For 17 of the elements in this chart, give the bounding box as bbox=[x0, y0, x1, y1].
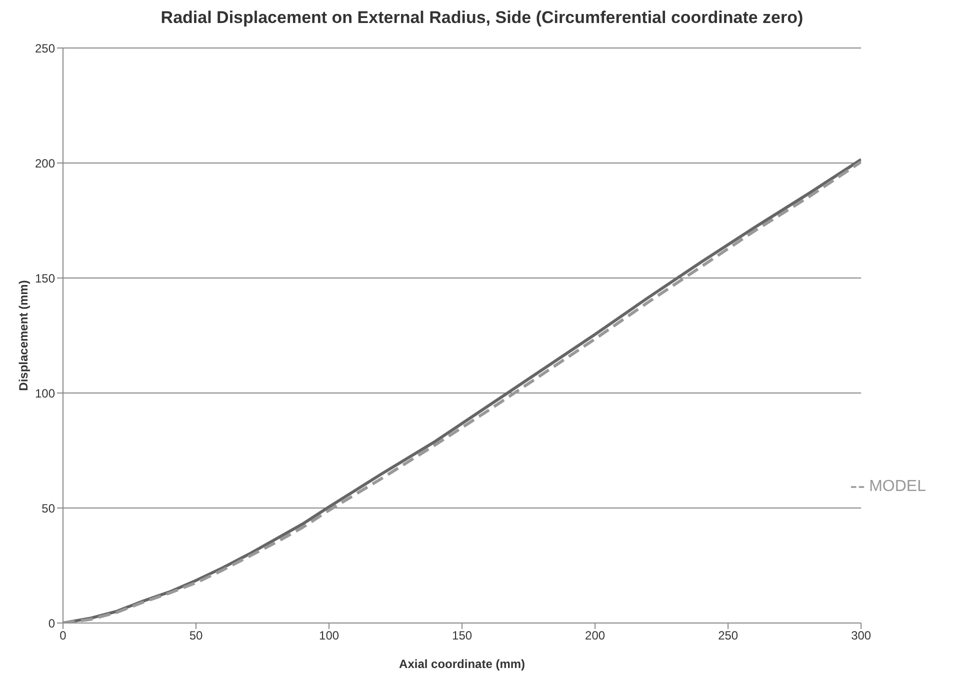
x-tick-label: 250 bbox=[718, 628, 738, 643]
y-tick-label: 200 bbox=[34, 156, 56, 170]
x-tick-label: 150 bbox=[452, 628, 472, 643]
x-tick-label: 200 bbox=[585, 628, 606, 643]
chart-title: Radial Displacement on External Radius, Side (Circumferential coordinate zero) bbox=[160, 8, 804, 28]
x-tick-label: 300 bbox=[851, 628, 872, 643]
y-tick-label: 50 bbox=[42, 501, 56, 516]
y-tick-label: 250 bbox=[34, 41, 56, 56]
x-tick-label: 50 bbox=[189, 628, 204, 643]
legend-label: MODEL bbox=[869, 478, 926, 495]
y-tick-label: 150 bbox=[34, 271, 56, 286]
y-axis-title: Displacement (mm) bbox=[16, 280, 30, 391]
x-tick-label: 100 bbox=[319, 628, 340, 643]
x-axis-title: Axial coordinate (mm) bbox=[399, 657, 526, 671]
x-tick-label: 0 bbox=[60, 628, 67, 643]
y-tick-label: 100 bbox=[34, 386, 56, 400]
y-tick-label: 0 bbox=[48, 616, 56, 630]
